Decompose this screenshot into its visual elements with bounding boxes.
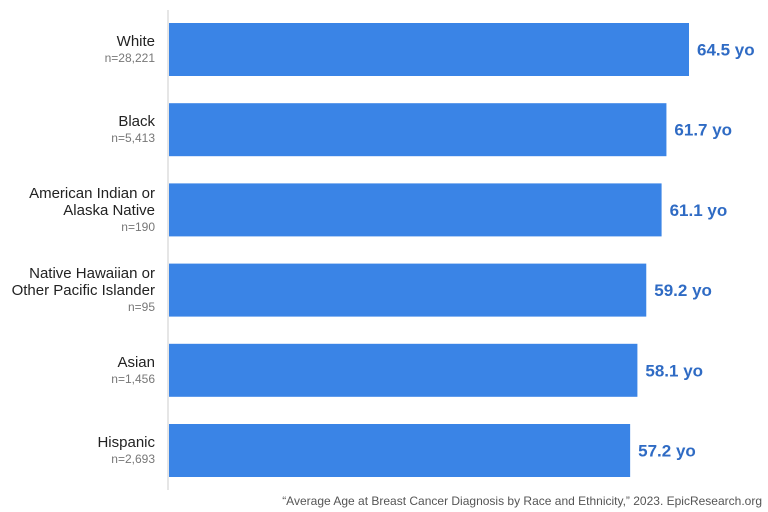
value-label: 57.2 yo xyxy=(638,442,696,461)
bar xyxy=(169,23,689,76)
sample-size-label: n=28,221 xyxy=(105,51,156,65)
category-label: American Indian or xyxy=(29,185,155,202)
value-label: 61.1 yo xyxy=(670,201,728,220)
sample-size-label: n=1,456 xyxy=(111,372,155,386)
category-label: Alaska Native xyxy=(63,202,155,219)
value-label: 64.5 yo xyxy=(697,41,755,60)
value-labels-group: 64.5 yo 61.7 yo 61.1 yo 59.2 yo 58.1 yo 57.2 … xyxy=(638,41,755,461)
sample-size-label: n=5,413 xyxy=(111,131,155,145)
value-label: 61.7 yo xyxy=(674,121,732,140)
source-note: “Average Age at Breast Cancer Diagnosis … xyxy=(282,494,762,508)
sample-size-label: n=95 xyxy=(128,300,155,314)
bars-group xyxy=(169,23,689,477)
category-label: Black xyxy=(118,113,155,130)
category-label: White xyxy=(117,33,155,50)
bar xyxy=(169,424,631,477)
bar xyxy=(169,343,638,397)
sample-size-label: n=190 xyxy=(121,220,155,234)
category-label: Asian xyxy=(117,354,155,371)
bar xyxy=(169,103,667,157)
sample-size-label: n=2,693 xyxy=(111,452,155,466)
value-label: 58.1 yo xyxy=(645,361,703,380)
bar xyxy=(169,183,662,237)
value-label: 59.2 yo xyxy=(654,281,712,300)
category-label: Hispanic xyxy=(97,434,155,451)
bar xyxy=(169,263,647,317)
category-label: Other Pacific Islander xyxy=(12,282,155,299)
category-label: Native Hawaiian or xyxy=(29,265,155,282)
